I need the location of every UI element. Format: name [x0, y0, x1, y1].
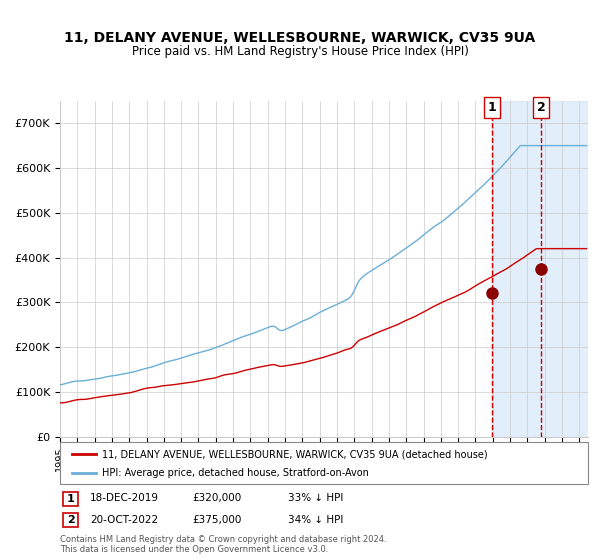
Text: 1: 1: [67, 494, 74, 503]
Bar: [492, 101, 588, 437]
Text: 34% ↓ HPI: 34% ↓ HPI: [288, 515, 343, 525]
Text: Price paid vs. HM Land Registry's House Price Index (HPI): Price paid vs. HM Land Registry's House …: [131, 45, 469, 58]
Text: 20-OCT-2022: 20-OCT-2022: [90, 515, 158, 525]
Text: Contains HM Land Registry data © Crown copyright and database right 2024.
This d: Contains HM Land Registry data © Crown c…: [60, 535, 386, 554]
Text: 2: 2: [67, 515, 74, 525]
Text: £375,000: £375,000: [192, 515, 241, 525]
Text: 11, DELANY AVENUE, WELLESBOURNE, WARWICK, CV35 9UA: 11, DELANY AVENUE, WELLESBOURNE, WARWICK…: [64, 31, 536, 45]
Text: 11, DELANY AVENUE, WELLESBOURNE, WARWICK, CV35 9UA (detached house): 11, DELANY AVENUE, WELLESBOURNE, WARWICK…: [102, 449, 488, 459]
Text: £320,000: £320,000: [192, 493, 241, 503]
Text: 2: 2: [537, 101, 545, 114]
Text: 33% ↓ HPI: 33% ↓ HPI: [288, 493, 343, 503]
Text: 18-DEC-2019: 18-DEC-2019: [90, 493, 159, 503]
Text: HPI: Average price, detached house, Stratford-on-Avon: HPI: Average price, detached house, Stra…: [102, 468, 369, 478]
Text: 1: 1: [488, 101, 496, 114]
